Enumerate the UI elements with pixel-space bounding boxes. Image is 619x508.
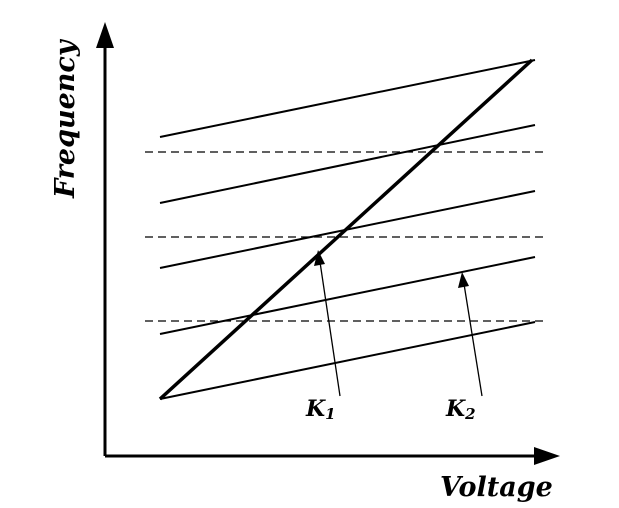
k2-label: K2 <box>445 396 476 423</box>
k2-arrowhead <box>458 272 469 288</box>
k1-arrowhead <box>314 250 325 266</box>
slope-line-5 <box>159 321 536 400</box>
slope-line-1 <box>159 59 536 138</box>
k1-label: K1 <box>305 396 336 423</box>
x-axis-arrowhead <box>534 447 560 465</box>
k1-arrow <box>319 261 341 397</box>
steep-line <box>158 58 534 401</box>
slope-line-2 <box>159 124 536 204</box>
x-axis-label: Voltage <box>440 472 553 503</box>
y-axis-label: Frequency <box>50 38 81 199</box>
slope-line-4 <box>159 256 536 335</box>
k2-arrow <box>463 283 483 397</box>
y-axis-arrowhead <box>96 22 114 48</box>
